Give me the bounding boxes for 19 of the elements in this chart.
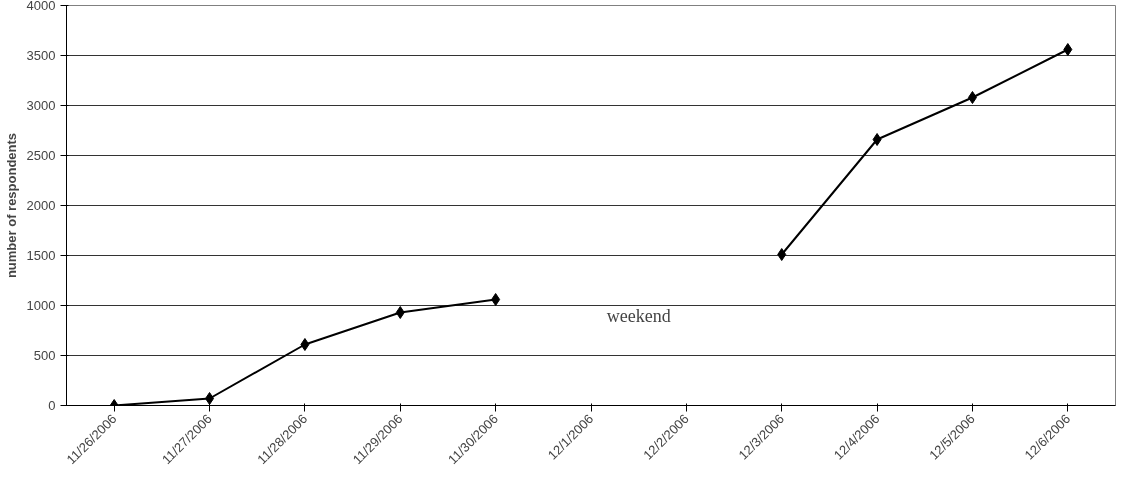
y-tick-label: 3500	[26, 48, 56, 63]
point	[872, 133, 882, 146]
y-tick-label: 1000	[26, 298, 56, 313]
annotation: weekend	[606, 305, 671, 326]
y-tick-label: 0	[48, 398, 56, 413]
point	[1063, 43, 1073, 56]
point	[967, 91, 977, 104]
y-tick-label: 2000	[26, 198, 56, 213]
y-tick-label: 2500	[26, 148, 56, 163]
point	[395, 306, 405, 319]
y-tick-label: 1500	[26, 248, 56, 263]
point	[300, 338, 310, 351]
y-axis-title: number of respondents	[3, 132, 19, 279]
point	[777, 248, 787, 261]
y-tick-label: 500	[33, 348, 56, 363]
point	[491, 293, 501, 306]
point	[205, 392, 215, 405]
y-tick-label: 4000	[26, 0, 56, 13]
y-tick-label: 3000	[26, 98, 56, 113]
